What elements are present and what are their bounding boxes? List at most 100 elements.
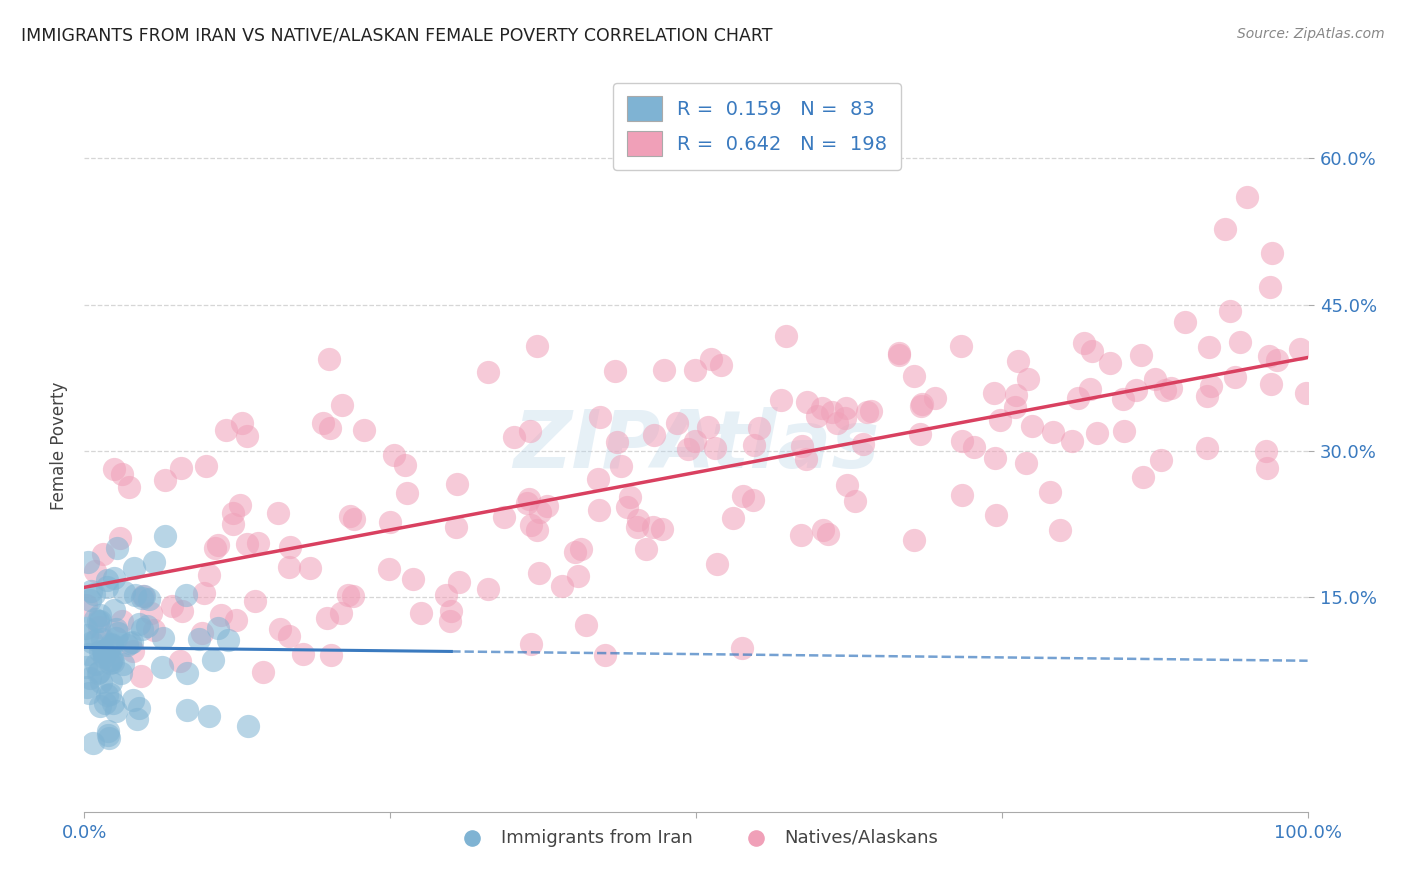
Text: IMMIGRANTS FROM IRAN VS NATIVE/ALASKAN FEMALE POVERTY CORRELATION CHART: IMMIGRANTS FROM IRAN VS NATIVE/ALASKAN F… (21, 27, 772, 45)
Point (121, 635, 143, 649)
Point (84, 657, 107, 671)
Point (908, 427, 931, 442)
Point (318, 351, 340, 366)
Point (1295, 386, 1317, 401)
Point (117, 480, 139, 494)
Point (101, 638, 124, 652)
Point (235, 429, 257, 443)
Point (225, 613, 247, 627)
Point (564, 545, 586, 559)
Point (643, 428, 665, 442)
Point (191, 626, 214, 640)
Point (526, 339, 548, 353)
Point (100, 653, 122, 667)
Point (683, 434, 706, 448)
Point (626, 520, 648, 534)
Point (170, 461, 193, 475)
Point (1213, 221, 1236, 235)
Point (1130, 348, 1153, 362)
Point (551, 579, 574, 593)
Point (588, 503, 610, 517)
Point (396, 485, 419, 500)
Point (93, 650, 115, 665)
Point (731, 641, 754, 656)
Point (98, 657, 121, 671)
Point (330, 398, 353, 412)
Point (124, 589, 146, 603)
Point (197, 709, 219, 723)
Point (1160, 381, 1182, 395)
Point (606, 435, 628, 450)
Point (100, 675, 122, 690)
Point (93, 646, 115, 660)
Point (111, 657, 134, 672)
Point (105, 622, 128, 636)
Point (706, 557, 728, 571)
Point (811, 401, 834, 416)
Point (236, 537, 259, 551)
Point (122, 693, 145, 707)
Point (229, 498, 252, 512)
Point (105, 704, 128, 718)
Point (1085, 425, 1108, 440)
Point (1150, 453, 1173, 467)
Point (312, 416, 335, 430)
Point (91, 547, 114, 561)
Point (790, 528, 813, 542)
Point (526, 523, 548, 537)
Point (1258, 349, 1281, 363)
Point (588, 410, 610, 425)
Point (394, 458, 416, 473)
Text: Source: ZipAtlas.com: Source: ZipAtlas.com (1237, 27, 1385, 41)
Point (569, 541, 592, 556)
Point (1225, 370, 1247, 384)
Point (887, 345, 910, 359)
Point (1289, 342, 1312, 356)
Point (769, 393, 792, 408)
Point (910, 399, 932, 413)
Point (91, 632, 114, 647)
Point (811, 523, 834, 537)
Point (330, 607, 353, 621)
Point (619, 490, 641, 504)
Point (821, 405, 844, 419)
Point (108, 531, 131, 545)
Point (174, 588, 197, 602)
Point (112, 585, 135, 599)
Point (447, 575, 470, 590)
Point (636, 542, 658, 557)
Point (153, 528, 176, 542)
Point (806, 409, 828, 424)
Point (1073, 336, 1095, 351)
Point (131, 668, 153, 682)
Point (837, 477, 859, 491)
Point (96, 580, 118, 594)
Point (924, 391, 946, 405)
Point (529, 505, 551, 519)
Point (207, 538, 229, 552)
Point (950, 434, 973, 448)
Point (87, 665, 110, 679)
Point (1197, 389, 1219, 403)
Point (97, 728, 120, 742)
Point (775, 329, 797, 343)
Point (519, 424, 541, 438)
Point (575, 618, 598, 632)
Point (446, 477, 468, 491)
Point (101, 696, 124, 710)
Point (1042, 425, 1064, 439)
Point (90, 674, 112, 689)
Point (292, 647, 315, 661)
Point (132, 590, 155, 604)
Point (87, 615, 110, 629)
Point (246, 536, 269, 550)
Point (651, 523, 673, 537)
Point (111, 467, 134, 481)
Point (1004, 400, 1026, 414)
Point (710, 358, 733, 372)
Point (103, 603, 125, 617)
Point (231, 417, 253, 431)
Point (1007, 354, 1029, 368)
Point (796, 394, 818, 409)
Point (89, 698, 111, 713)
